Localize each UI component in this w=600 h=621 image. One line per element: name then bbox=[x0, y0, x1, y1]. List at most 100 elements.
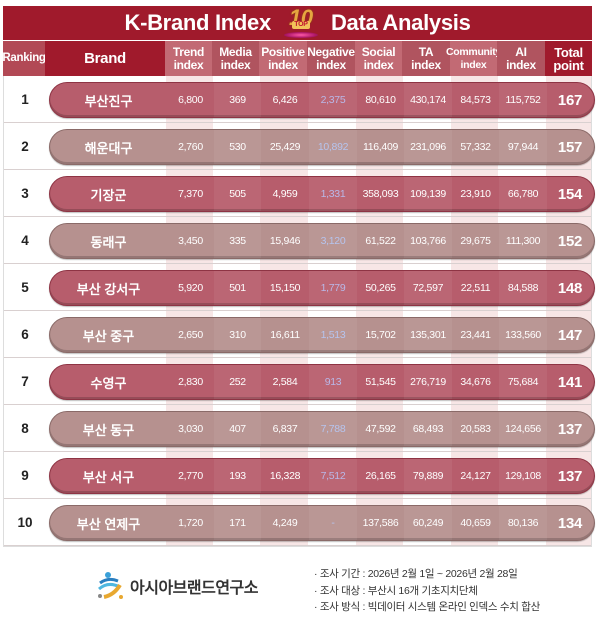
negative-index-value: 7,788 bbox=[309, 412, 357, 446]
badge-pedestal bbox=[283, 32, 318, 38]
trend-index-value: 2,830 bbox=[178, 376, 203, 388]
table-row: 6 부산 중구 2,650 310 16,611 1,513 15,702 135,301 23… bbox=[4, 311, 595, 358]
row-pill: 부산 서구 2,770 193 16,328 7,512 26,165 79,889 24,1… bbox=[49, 458, 595, 494]
table-row: 2 해운대구 2,760 530 25,429 10,892 116,409 231,096 5… bbox=[4, 123, 595, 170]
community-index-value: 23,910 bbox=[460, 188, 491, 200]
total-point-value: 157 bbox=[557, 138, 583, 156]
ta-index-value: 103,766 bbox=[404, 224, 452, 258]
brand-name: 동래구 bbox=[90, 234, 127, 250]
negative-index-value: 3,120 bbox=[309, 224, 357, 258]
positive-index-value: 15,150 bbox=[269, 282, 301, 294]
media-index-value: 505 bbox=[214, 177, 261, 211]
ai-index-value: 80,136 bbox=[499, 506, 547, 540]
ai-index-value: 129,108 bbox=[499, 459, 547, 493]
header-trend: Trend index bbox=[165, 41, 212, 76]
media-index-value: 310 bbox=[214, 318, 261, 352]
header-brand: Brand bbox=[45, 41, 165, 76]
rank-number: 4 bbox=[21, 233, 29, 248]
ta-index-value: 135,301 bbox=[404, 318, 452, 352]
trend-index-value: 2,760 bbox=[178, 141, 203, 153]
row-pill: 부산 중구 2,650 310 16,611 1,513 15,702 135,301 23,… bbox=[49, 317, 595, 353]
table-header: Ranking Brand Trend index Media index Po… bbox=[2, 41, 592, 76]
community-index-value: 23,441 bbox=[460, 329, 491, 341]
negative-index-value: 1,513 bbox=[309, 318, 357, 352]
ta-index-value: 72,597 bbox=[404, 271, 452, 305]
media-index-value: 335 bbox=[214, 224, 261, 258]
row-pill: 부산진구 6,800 369 6,426 2,375 80,610 430,174 84,57… bbox=[49, 82, 595, 118]
survey-period: · 조사 기간 : 2026년 2월 1일 ~ 2026년 2월 28일 bbox=[314, 568, 518, 580]
social-index-value: 47,592 bbox=[365, 423, 396, 435]
ai-index-value: 115,752 bbox=[499, 83, 547, 117]
positive-index-value: 2,584 bbox=[272, 376, 298, 388]
top10-badge-icon: 10 TOP bbox=[283, 7, 319, 39]
total-point-value: 134 bbox=[557, 514, 583, 532]
table-row: 8 부산 동구 3,030 407 6,837 7,788 47,592 68,493 20,5… bbox=[4, 405, 595, 452]
rank-number: 5 bbox=[21, 280, 29, 295]
social-index-value: 50,265 bbox=[365, 282, 396, 294]
ta-index-value: 109,139 bbox=[404, 177, 452, 211]
rank-number: 9 bbox=[21, 468, 29, 483]
community-index-value: 22,511 bbox=[460, 282, 491, 294]
rank-number: 7 bbox=[21, 374, 29, 389]
brand-name: 부산 서구 bbox=[82, 469, 135, 485]
community-index-value: 84,573 bbox=[460, 94, 491, 106]
social-index-value: 137,586 bbox=[362, 517, 399, 529]
total-point-value: 137 bbox=[557, 420, 583, 438]
asia-brand-institute-logo-icon bbox=[96, 571, 124, 601]
media-index-value: 171 bbox=[214, 506, 261, 540]
brand-name: 부산 연제구 bbox=[76, 516, 141, 532]
survey-notes: · 조사 기간 : 2026년 2월 1일 ~ 2026년 2월 28일 · 조… bbox=[314, 566, 540, 616]
ta-index-value: 430,174 bbox=[404, 83, 452, 117]
header-social: Social index bbox=[355, 41, 402, 76]
survey-method: · 조사 방식 : 빅데이터 시스템 온라인 인덱스 수치 합산 bbox=[314, 601, 540, 613]
negative-index-value: 913 bbox=[309, 365, 357, 399]
row-pill: 동래구 3,450 335 15,946 3,120 61,522 103,766 29,67… bbox=[49, 223, 595, 259]
social-index-value: 80,610 bbox=[365, 94, 396, 106]
rank-number: 10 bbox=[17, 515, 33, 530]
footer-logo: 아시아브랜드연구소 bbox=[96, 571, 258, 601]
title-left: K-Brand Index bbox=[124, 10, 271, 35]
brand-name: 기장군 bbox=[90, 187, 127, 203]
brand-name: 부산 강서구 bbox=[76, 281, 141, 297]
community-index-value: 20,583 bbox=[460, 423, 491, 435]
ta-index-value: 79,889 bbox=[404, 459, 452, 493]
trend-index-value: 2,650 bbox=[178, 329, 203, 341]
total-point-value: 147 bbox=[557, 326, 583, 344]
brand-name: 부산 중구 bbox=[82, 328, 135, 344]
title-bar: K-Brand Index 10 TOP Data Analysis bbox=[3, 6, 592, 40]
trend-index-value: 3,450 bbox=[178, 235, 203, 247]
ai-index-value: 66,780 bbox=[499, 177, 547, 211]
row-pill: 부산 동구 3,030 407 6,837 7,788 47,592 68,493 20,58… bbox=[49, 411, 595, 447]
table-row: 1 부산진구 6,800 369 6,426 2,375 80,610 430,174 84,5… bbox=[4, 76, 595, 123]
social-index-value: 61,522 bbox=[365, 235, 396, 247]
media-index-value: 369 bbox=[214, 83, 261, 117]
title-right: Data Analysis bbox=[330, 10, 471, 35]
negative-index-value: 2,375 bbox=[309, 83, 357, 117]
ta-index-value: 60,249 bbox=[404, 506, 452, 540]
row-pill: 부산 연제구 1,720 171 4,249-137,586 60,249 40,659 8… bbox=[49, 505, 595, 541]
trend-index-value: 5,920 bbox=[178, 282, 203, 294]
ai-index-value: 84,588 bbox=[499, 271, 547, 305]
media-index-value: 407 bbox=[214, 412, 261, 446]
rank-number: 1 bbox=[21, 92, 29, 107]
negative-index-value: 1,779 bbox=[309, 271, 357, 305]
total-point-value: 148 bbox=[557, 279, 583, 297]
header-ranking: Ranking bbox=[2, 41, 46, 76]
trend-index-value: 7,370 bbox=[178, 188, 203, 200]
table-row: 3 기장군 7,370 505 4,959 1,331 358,093 109,139 23,9… bbox=[4, 170, 595, 217]
positive-index-value: 6,837 bbox=[272, 423, 298, 435]
ta-index-value: 68,493 bbox=[404, 412, 452, 446]
trend-index-value: 6,800 bbox=[178, 94, 203, 106]
total-point-value: 154 bbox=[557, 185, 583, 203]
social-index-value: 116,409 bbox=[362, 141, 399, 153]
header-community: Community index bbox=[446, 41, 501, 76]
social-index-value: 51,545 bbox=[365, 376, 396, 388]
positive-index-value: 16,611 bbox=[270, 329, 300, 341]
brand-name: 해운대구 bbox=[84, 140, 133, 156]
ta-index-value: 276,719 bbox=[404, 365, 452, 399]
community-index-value: 24,127 bbox=[460, 470, 491, 482]
community-index-value: 29,675 bbox=[460, 235, 491, 247]
total-point-value: 141 bbox=[557, 373, 583, 391]
ai-index-value: 133,560 bbox=[499, 318, 547, 352]
negative-index-value: 1,331 bbox=[309, 177, 357, 211]
